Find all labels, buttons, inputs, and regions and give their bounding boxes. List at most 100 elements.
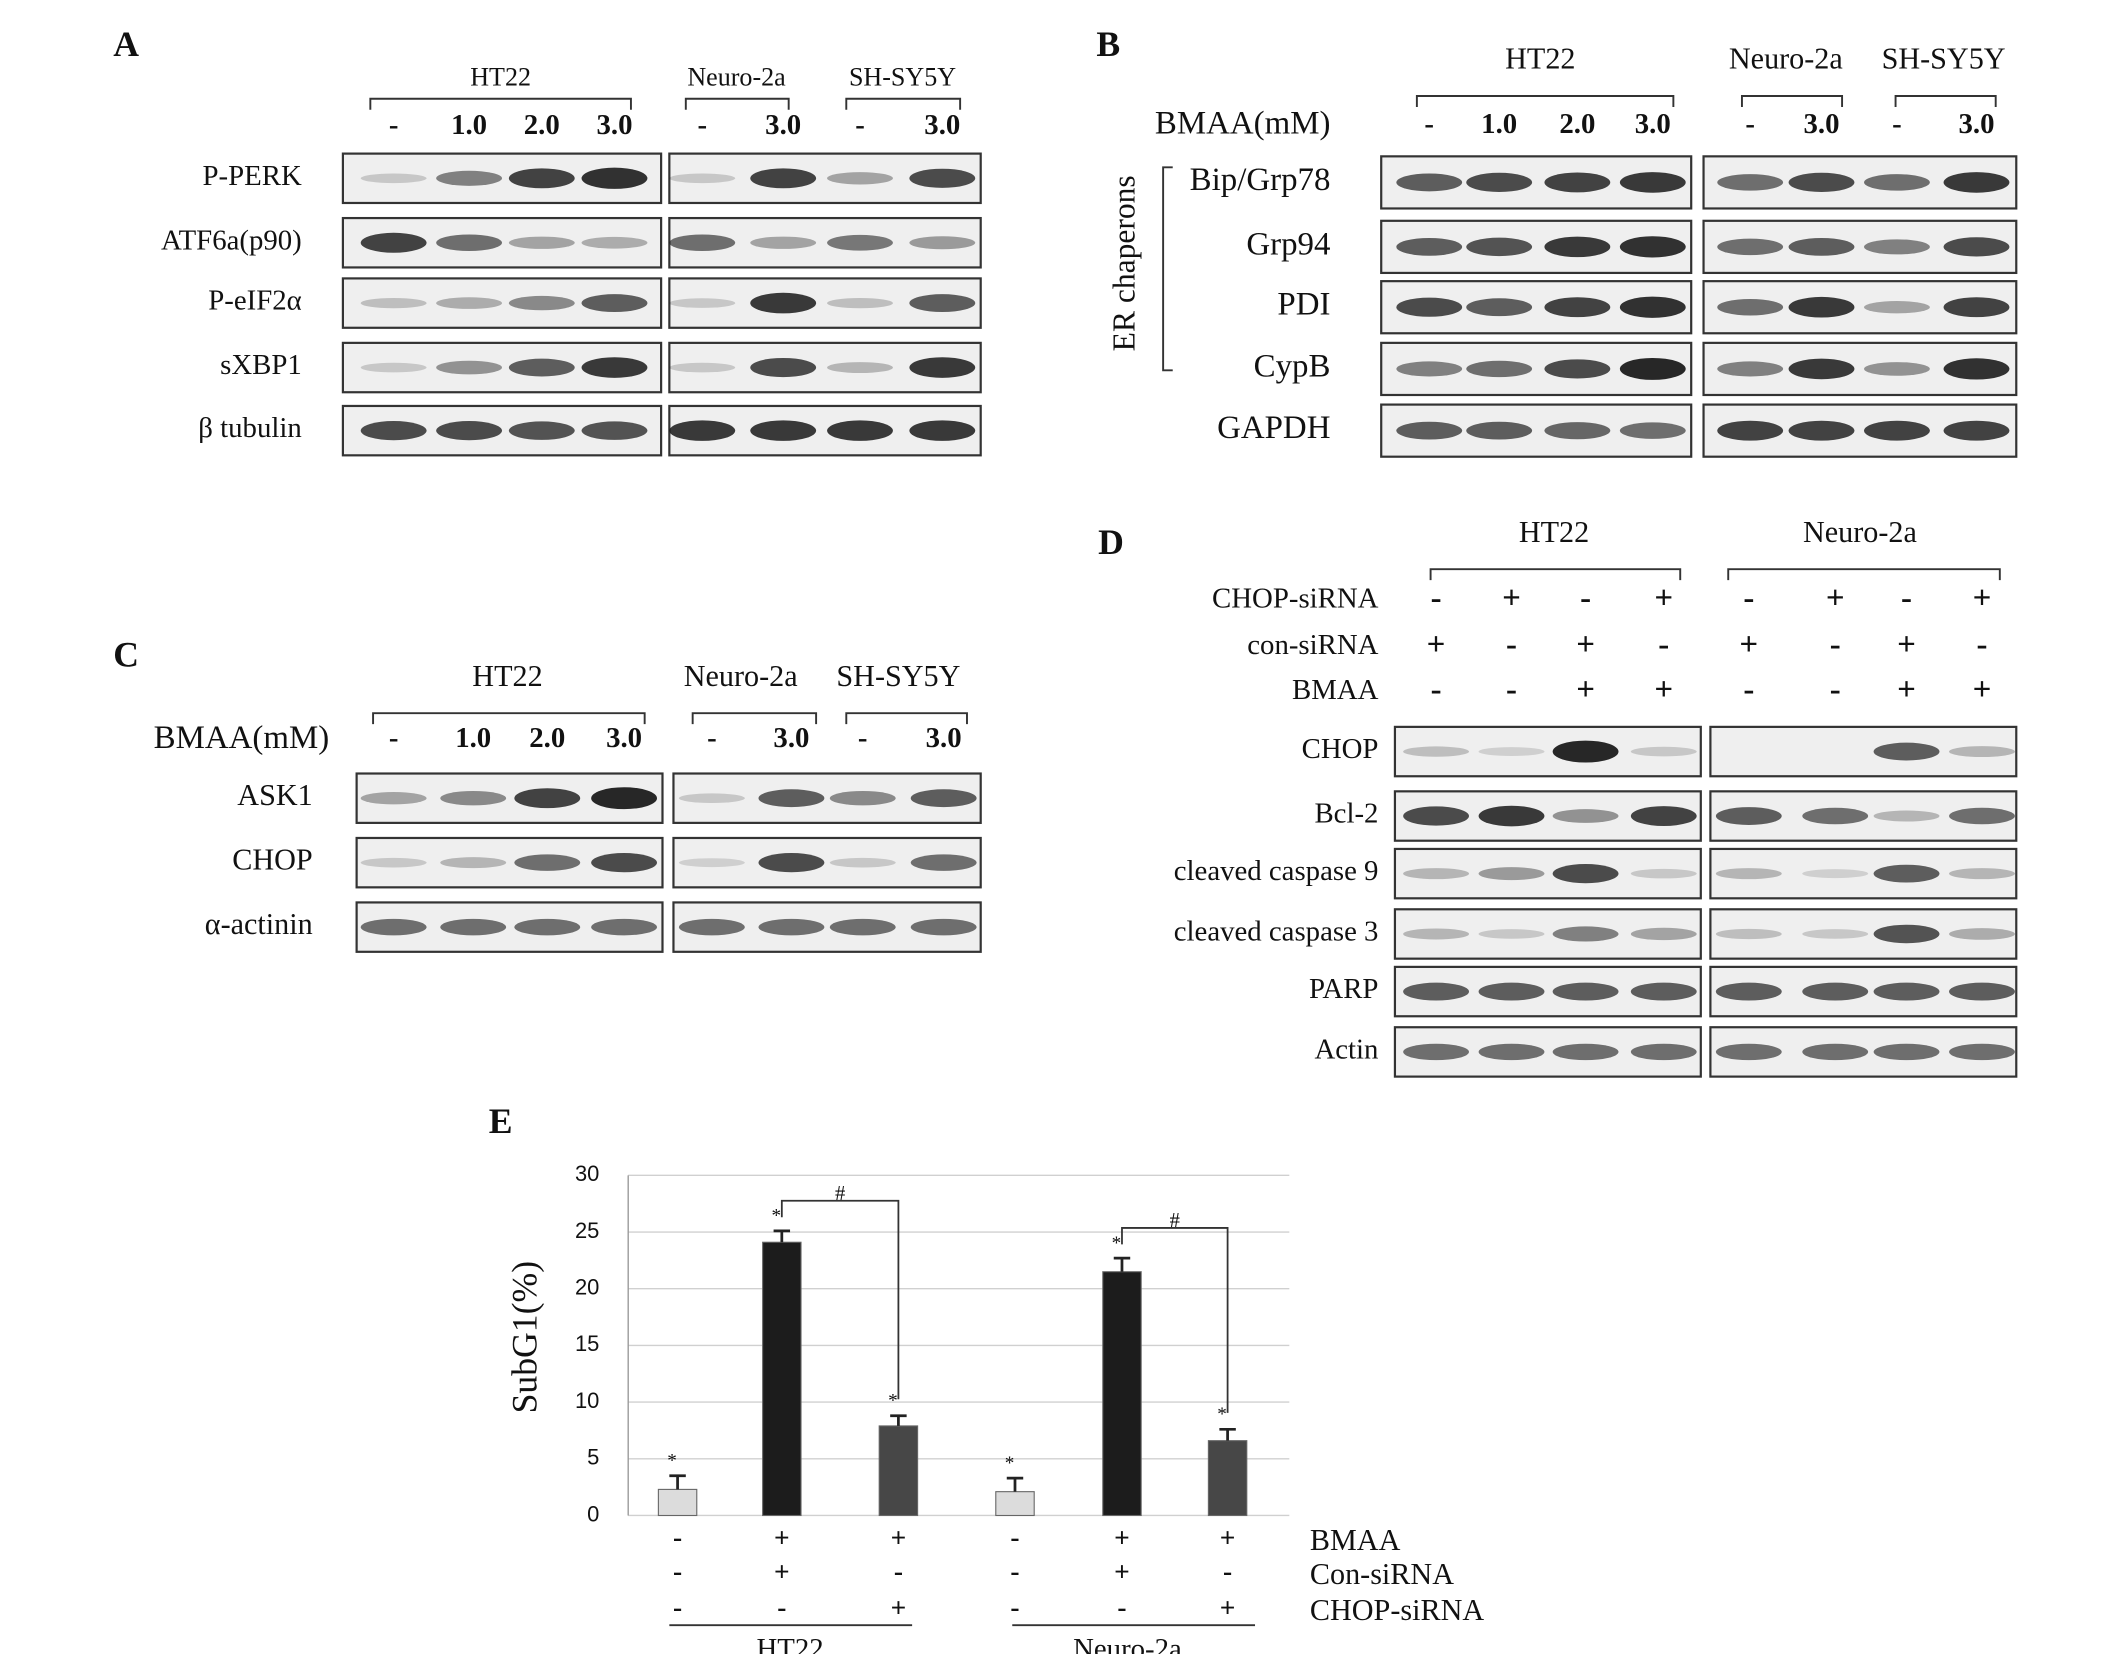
group-label: Neuro-2a [1073, 1633, 1182, 1654]
band [758, 918, 825, 936]
error-bar [1219, 1427, 1236, 1441]
row-label: cleaved caspase 3 [1174, 916, 1379, 948]
band [581, 167, 648, 189]
band [669, 420, 736, 441]
row-label: P-PERK [203, 160, 302, 192]
row-label: Grp94 [1246, 226, 1330, 262]
blot-box [1709, 908, 2018, 960]
band [750, 292, 817, 314]
panel-label: C [113, 634, 139, 674]
lane-label: 3.0 [1958, 108, 1994, 140]
significance: * [1005, 1453, 1015, 1474]
error-bar [773, 1229, 791, 1243]
band [1466, 172, 1533, 193]
lane-label: - [858, 722, 868, 754]
condition-symbol: + [1973, 580, 1992, 616]
lane-label: 1.0 [451, 109, 487, 141]
band [360, 362, 427, 373]
band [1396, 237, 1463, 256]
band [1864, 420, 1930, 441]
lane-label: 3.0 [926, 722, 962, 754]
band [1466, 360, 1533, 378]
error-bar [669, 1474, 686, 1490]
condition-symbol: + [1114, 1522, 1130, 1552]
band [514, 918, 581, 936]
condition-symbol: + [1739, 627, 1758, 663]
row-label: CypB [1254, 348, 1331, 384]
lane-label: - [697, 109, 707, 141]
band [1788, 237, 1855, 256]
band [1478, 982, 1545, 1001]
bracket [684, 97, 790, 110]
band [827, 234, 893, 251]
band [436, 234, 503, 251]
panel-label: B [1096, 24, 1120, 64]
row-label: α-actinin [205, 907, 313, 941]
band [436, 421, 503, 441]
lane-label: 1.0 [455, 722, 491, 754]
band [1619, 422, 1686, 439]
condition-symbol: - [1010, 1557, 1019, 1587]
band [827, 297, 893, 309]
band [1630, 982, 1697, 1001]
band [669, 173, 736, 184]
condition-symbol: + [1220, 1592, 1236, 1622]
band [1864, 174, 1930, 191]
band [591, 787, 658, 810]
band [360, 297, 427, 309]
band [750, 420, 817, 441]
band [1552, 982, 1619, 1001]
band [669, 298, 736, 308]
significance: * [772, 1206, 782, 1227]
condition-symbol: - [1010, 1592, 1019, 1622]
y-tick-label: 5 [587, 1445, 599, 1470]
band [440, 857, 507, 869]
band [1396, 173, 1463, 192]
condition-symbol: - [777, 1592, 786, 1622]
condition-symbol: + [1897, 627, 1916, 663]
band [1873, 864, 1940, 883]
condition-symbol: - [1976, 627, 1987, 663]
bracket [691, 712, 818, 725]
band [1630, 1043, 1697, 1061]
band [1873, 1043, 1940, 1061]
band [581, 357, 648, 378]
band [1715, 807, 1782, 825]
condition-symbol: + [774, 1557, 790, 1587]
lane-label: 3.0 [596, 109, 632, 141]
group-label: HT22 [472, 659, 542, 693]
band [1403, 868, 1469, 880]
bracket [845, 97, 962, 110]
band [1619, 296, 1686, 318]
band [1715, 928, 1782, 940]
band [669, 234, 736, 251]
band [1943, 237, 2010, 257]
band [508, 295, 575, 311]
band [1552, 864, 1619, 884]
condition-symbol: + [1654, 672, 1673, 708]
band [1478, 747, 1545, 757]
band [829, 790, 896, 806]
group-label: Neuro-2a [687, 63, 786, 92]
band [1802, 807, 1869, 825]
condition-symbol: - [1010, 1522, 1019, 1552]
band [440, 918, 507, 936]
lane-label: 3.0 [1804, 108, 1840, 140]
lane-label: 2.0 [1559, 108, 1595, 140]
band [1715, 982, 1782, 1001]
lane-label: 2.0 [529, 722, 565, 754]
band [1788, 172, 1855, 193]
row-label: Bip/Grp78 [1190, 162, 1331, 198]
band [1396, 421, 1463, 440]
band [909, 168, 976, 188]
band [1717, 361, 1784, 377]
band [1864, 362, 1930, 376]
band [1466, 298, 1533, 317]
axis-title: SubG1(%) [504, 1261, 544, 1414]
band [1802, 982, 1869, 1001]
lane-label: - [1424, 108, 1434, 140]
lane-label: - [1745, 108, 1755, 140]
dose-label: BMAA(mM) [1155, 106, 1331, 142]
condition-label: Con-siRNA [1310, 1557, 1454, 1591]
condition-symbol: - [1830, 627, 1841, 663]
